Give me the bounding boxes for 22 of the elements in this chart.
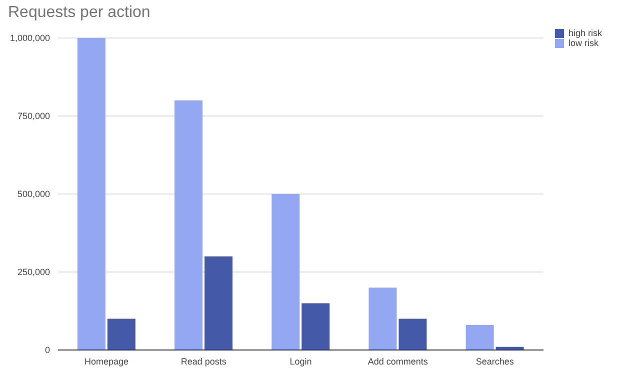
y-tick-label: 750,000 <box>17 111 50 122</box>
bar <box>77 38 106 350</box>
y-tick-label: 250,000 <box>17 267 50 278</box>
bar <box>398 318 427 350</box>
x-tick-label: Homepage <box>84 356 129 366</box>
y-tick-label: 500,000 <box>17 189 50 200</box>
bar <box>302 303 330 350</box>
y-tick-label: 1,000,000 <box>10 33 50 44</box>
x-tick-label: Read posts <box>180 356 227 366</box>
bar <box>204 256 233 350</box>
y-tick-label: 0 <box>44 345 50 356</box>
bar <box>272 194 300 350</box>
x-tick-label: Add comments <box>368 356 428 366</box>
bar <box>466 325 494 350</box>
bar <box>368 288 397 350</box>
legend-label: high risk <box>568 28 602 38</box>
legend-label: low risk <box>568 38 598 48</box>
bar <box>174 100 203 350</box>
bar <box>107 318 136 350</box>
chart-title: Requests per action <box>8 4 150 22</box>
x-tick-label: Searches <box>476 356 514 366</box>
x-tick-label: Login <box>290 356 312 366</box>
